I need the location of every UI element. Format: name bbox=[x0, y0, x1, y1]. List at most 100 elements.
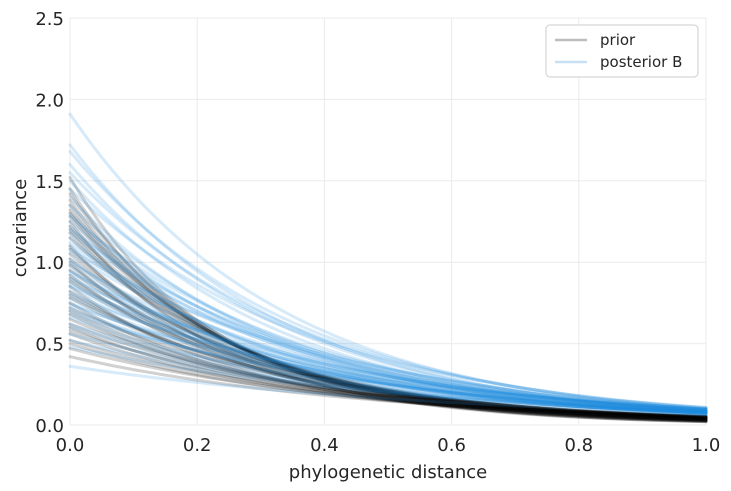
prior-curve-29 bbox=[68, 264, 708, 420]
posterior-b-curve-34 bbox=[68, 215, 708, 411]
posterior-b-curve-17 bbox=[68, 264, 708, 415]
posterior-b-curve-15 bbox=[68, 250, 708, 413]
posterior-b-curve-39 bbox=[68, 312, 708, 412]
posterior-b-curve-30 bbox=[68, 332, 708, 415]
posterior-b-curve-22 bbox=[68, 290, 708, 414]
posterior-b-series bbox=[68, 112, 708, 417]
prior-curve-35 bbox=[68, 257, 708, 419]
prior-curve-5 bbox=[68, 252, 708, 420]
posterior-b-curve-4 bbox=[68, 171, 708, 410]
posterior-b-curve-14 bbox=[68, 244, 708, 415]
posterior-b-curve-43 bbox=[68, 283, 708, 411]
posterior-b-curve-2 bbox=[68, 150, 708, 410]
prior-curve-31 bbox=[68, 309, 708, 420]
posterior-b-curve-13 bbox=[68, 236, 708, 417]
x-tick-label: 0.0 bbox=[56, 435, 85, 456]
posterior-b-curve-41 bbox=[68, 247, 708, 409]
posterior-b-curve-32 bbox=[68, 345, 708, 414]
prior-curve-7 bbox=[68, 280, 708, 419]
posterior-b-curve-0 bbox=[68, 112, 708, 411]
posterior-b-curve-3 bbox=[68, 163, 708, 413]
posterior-b-curve-35 bbox=[68, 241, 708, 412]
posterior-b-curve-40 bbox=[68, 228, 708, 411]
prior-curve-12 bbox=[68, 338, 708, 418]
prior-curve-4 bbox=[68, 236, 708, 420]
posterior-b-curve-10 bbox=[68, 220, 708, 413]
x-tick-label: 0.6 bbox=[437, 435, 466, 456]
y-tick-label: 0.0 bbox=[35, 416, 64, 437]
x-tick-label: 1.0 bbox=[692, 435, 721, 456]
y-axis-ticks: 0.0 0.5 1.0 1.5 2.0 2.5 bbox=[35, 9, 64, 437]
posterior-b-curve-11 bbox=[68, 224, 708, 415]
posterior-b-curve-12 bbox=[68, 231, 708, 413]
posterior-b-curve-28 bbox=[68, 322, 708, 413]
prior-curve-32 bbox=[68, 332, 708, 420]
prior-curve-8 bbox=[68, 293, 708, 419]
posterior-b-curve-19 bbox=[68, 273, 708, 416]
x-tick-label: 0.8 bbox=[564, 435, 593, 456]
posterior-b-curve-44 bbox=[68, 303, 708, 411]
prior-curve-37 bbox=[68, 296, 708, 418]
posterior-b-curve-5 bbox=[68, 179, 708, 414]
legend: prior posterior B bbox=[545, 24, 699, 78]
posterior-b-curve-38 bbox=[68, 293, 708, 411]
x-axis-ticks: 0.0 0.2 0.4 0.6 0.8 1.0 bbox=[56, 435, 721, 456]
legend-label-posterior-b: posterior B bbox=[600, 53, 682, 71]
posterior-b-curve-33 bbox=[68, 364, 708, 415]
prior-curve-11 bbox=[68, 329, 708, 418]
posterior-b-curve-27 bbox=[68, 316, 708, 415]
prior-curve-2 bbox=[68, 224, 708, 421]
posterior-b-curve-6 bbox=[68, 187, 708, 409]
prior-curve-16 bbox=[68, 244, 708, 423]
prior-curve-21 bbox=[68, 325, 708, 420]
posterior-b-curve-9 bbox=[68, 211, 708, 415]
prior-curve-6 bbox=[68, 268, 708, 419]
posterior-b-curve-23 bbox=[68, 296, 708, 414]
posterior-b-curve-16 bbox=[68, 257, 708, 417]
prior-curve-22 bbox=[68, 203, 708, 423]
prior-curve-24 bbox=[68, 273, 708, 421]
prior-curve-1 bbox=[68, 211, 708, 422]
grid bbox=[69, 17, 707, 426]
posterior-b-curve-36 bbox=[68, 260, 708, 412]
posterior-b-curve-26 bbox=[68, 309, 708, 413]
prior-curve-39 bbox=[68, 208, 708, 422]
prior-curve-3 bbox=[68, 187, 708, 423]
posterior-b-curve-18 bbox=[68, 268, 708, 414]
posterior-b-curve-1 bbox=[68, 143, 708, 413]
prior-curve-14 bbox=[68, 355, 708, 419]
prior-curve-25 bbox=[68, 176, 708, 424]
prior-curve-33 bbox=[68, 342, 708, 420]
posterior-b-curve-20 bbox=[68, 280, 708, 415]
prior-curve-27 bbox=[68, 215, 708, 422]
prior-curve-17 bbox=[68, 260, 708, 423]
x-tick-label: 0.2 bbox=[183, 435, 212, 456]
posterior-b-curve-42 bbox=[68, 270, 708, 412]
prior-curve-20 bbox=[68, 312, 708, 421]
prior-curve-0 bbox=[68, 198, 708, 423]
posterior-b-curve-21 bbox=[68, 285, 708, 414]
y-axis-label: covariance bbox=[10, 179, 31, 277]
legend-box bbox=[545, 24, 699, 78]
x-tick-label: 0.4 bbox=[310, 435, 339, 456]
prior-curve-34 bbox=[68, 228, 708, 421]
y-tick-label: 1.0 bbox=[35, 253, 64, 274]
posterior-b-curve-8 bbox=[68, 203, 708, 414]
prior-curve-9 bbox=[68, 306, 708, 418]
prior-curve-10 bbox=[68, 322, 708, 419]
prior-curve-36 bbox=[68, 277, 708, 419]
y-tick-label: 2.5 bbox=[35, 9, 64, 30]
x-axis-label: phylogenetic distance bbox=[289, 462, 487, 483]
posterior-b-curve-25 bbox=[68, 306, 708, 415]
prior-series bbox=[68, 176, 708, 424]
y-tick-label: 1.5 bbox=[35, 172, 64, 193]
posterior-b-curve-7 bbox=[68, 195, 708, 416]
posterior-b-curve-37 bbox=[68, 277, 708, 411]
prior-curve-19 bbox=[68, 301, 708, 421]
prior-curve-18 bbox=[68, 285, 708, 422]
prior-curve-38 bbox=[68, 317, 708, 419]
posterior-b-curve-31 bbox=[68, 338, 708, 414]
prior-curve-26 bbox=[68, 192, 708, 423]
posterior-b-curve-29 bbox=[68, 325, 708, 415]
